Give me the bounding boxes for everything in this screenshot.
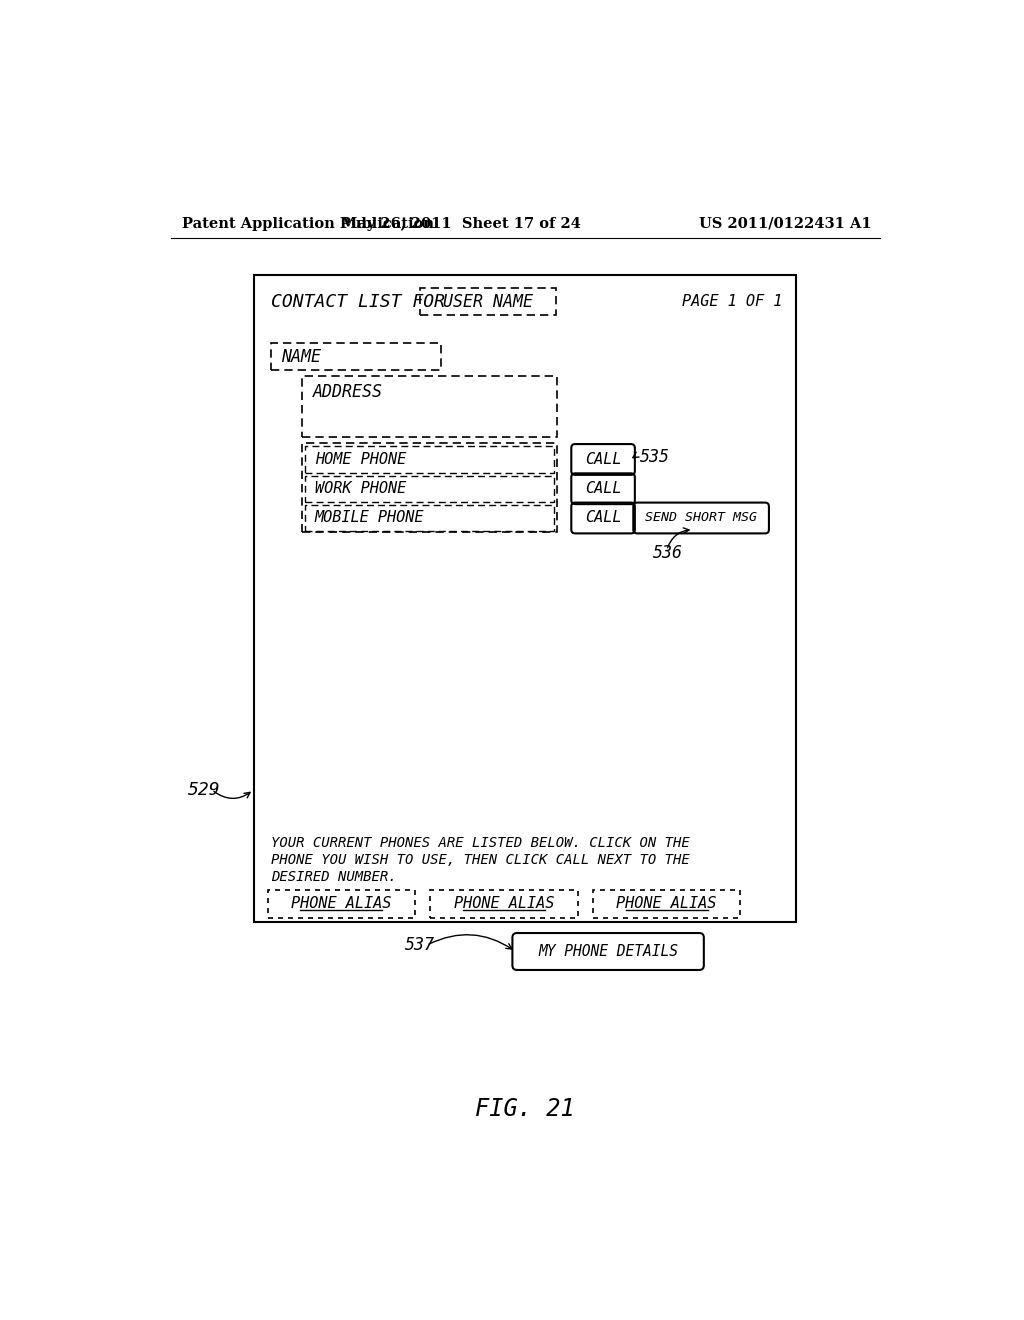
Text: Patent Application Publication: Patent Application Publication — [182, 216, 434, 231]
Text: NAME: NAME — [282, 347, 322, 366]
Text: CALL: CALL — [585, 482, 622, 496]
Text: 537: 537 — [404, 936, 434, 954]
Text: DESIRED NUMBER.: DESIRED NUMBER. — [270, 870, 396, 884]
Text: PHONE ALIAS: PHONE ALIAS — [291, 896, 391, 911]
Text: PHONE YOU WISH TO USE, THEN CLICK CALL NEXT TO THE: PHONE YOU WISH TO USE, THEN CLICK CALL N… — [270, 853, 689, 867]
Text: CALL: CALL — [585, 451, 622, 467]
Text: US 2011/0122431 A1: US 2011/0122431 A1 — [699, 216, 872, 231]
Text: YOUR CURRENT PHONES ARE LISTED BELOW. CLICK ON THE: YOUR CURRENT PHONES ARE LISTED BELOW. CL… — [270, 836, 689, 850]
Text: FIG. 21: FIG. 21 — [475, 1097, 574, 1122]
Text: MOBILE PHONE: MOBILE PHONE — [314, 511, 424, 525]
Bar — [254, 276, 796, 923]
Text: MY PHONE DETAILS: MY PHONE DETAILS — [539, 944, 678, 960]
Text: 529: 529 — [188, 781, 221, 799]
Text: CONTACT LIST FOR: CONTACT LIST FOR — [270, 293, 444, 310]
Text: 536: 536 — [652, 544, 683, 562]
Text: PAGE 1 OF 1: PAGE 1 OF 1 — [682, 294, 782, 309]
Text: May 26, 2011  Sheet 17 of 24: May 26, 2011 Sheet 17 of 24 — [341, 216, 582, 231]
Text: SEND SHORT MSG: SEND SHORT MSG — [645, 511, 757, 524]
Text: ADDRESS: ADDRESS — [312, 384, 382, 401]
Text: PHONE ALIAS: PHONE ALIAS — [616, 896, 717, 911]
Text: USER NAME: USER NAME — [443, 293, 532, 310]
Text: PHONE ALIAS: PHONE ALIAS — [454, 896, 554, 911]
Text: HOME PHONE: HOME PHONE — [314, 451, 407, 467]
Text: CALL: CALL — [585, 511, 622, 525]
Text: WORK PHONE: WORK PHONE — [314, 482, 407, 496]
Text: 535: 535 — [640, 449, 671, 466]
